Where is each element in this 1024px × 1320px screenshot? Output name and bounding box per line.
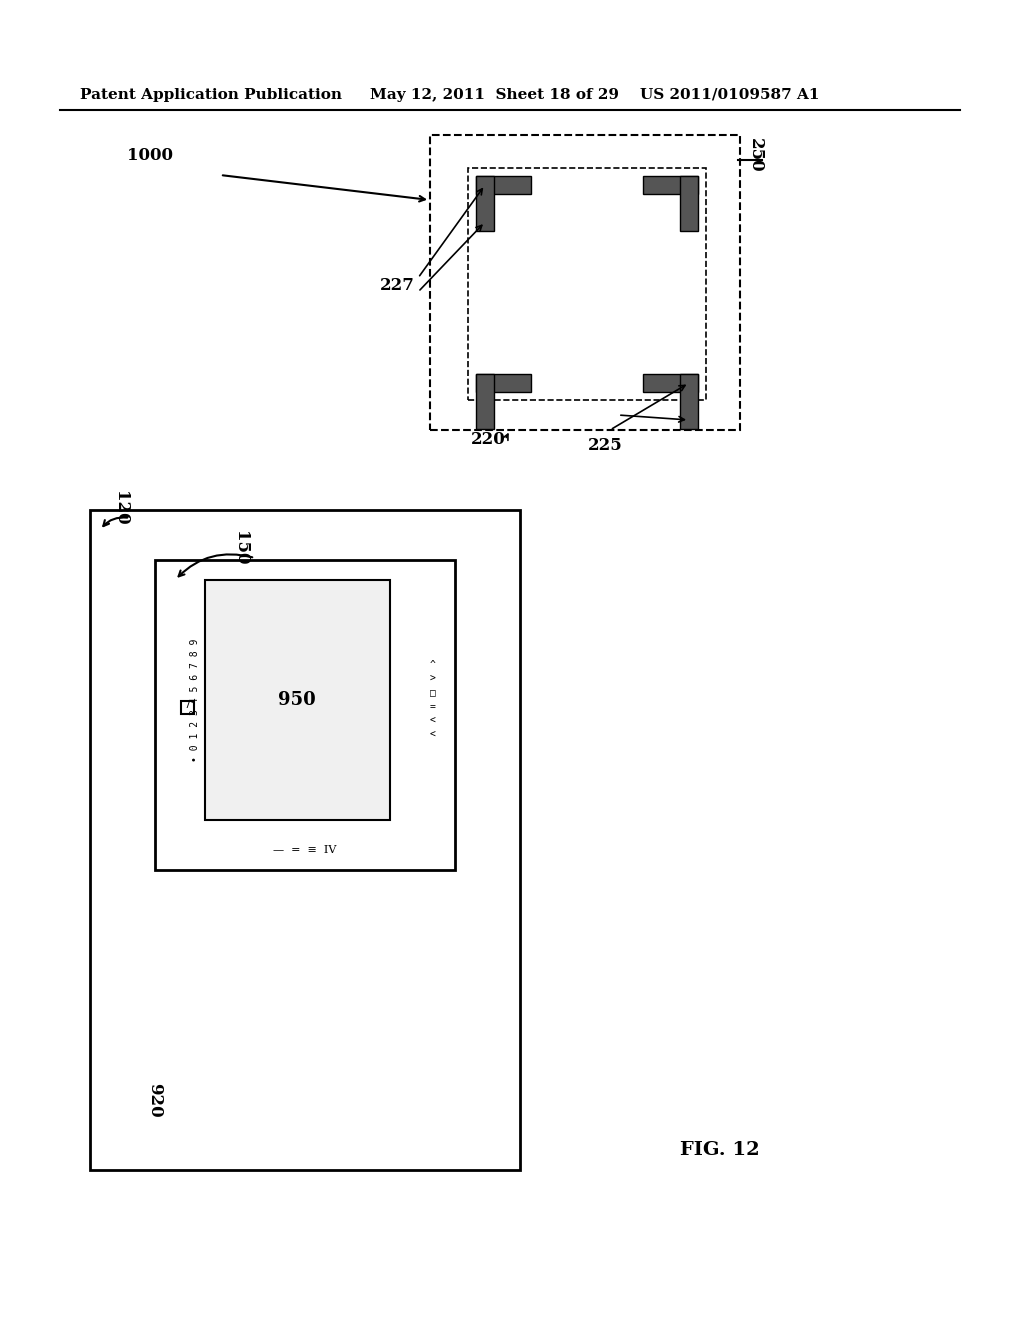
Bar: [643, 374, 698, 392]
Text: 920: 920: [146, 1082, 164, 1117]
Bar: [643, 176, 698, 194]
Bar: [476, 374, 531, 392]
Bar: [90, 510, 520, 1170]
Text: 220: 220: [471, 432, 506, 449]
Text: FIG. 12: FIG. 12: [680, 1140, 760, 1159]
Text: 1000: 1000: [127, 147, 173, 164]
Bar: [476, 176, 494, 231]
Bar: [468, 168, 706, 400]
Text: 120: 120: [112, 491, 128, 525]
Text: 950: 950: [279, 690, 315, 709]
Text: 7: 7: [184, 700, 189, 710]
Bar: [205, 579, 390, 820]
Bar: [476, 176, 531, 194]
Bar: [680, 176, 698, 231]
Bar: [680, 374, 698, 429]
Text: US 2011/0109587 A1: US 2011/0109587 A1: [640, 88, 819, 102]
Bar: [430, 135, 740, 430]
Text: 250: 250: [746, 137, 764, 173]
Text: May 12, 2011  Sheet 18 of 29: May 12, 2011 Sheet 18 of 29: [370, 88, 618, 102]
Text: —  =  ≡  IV: — = ≡ IV: [273, 845, 337, 855]
Text: 225: 225: [588, 437, 623, 454]
Bar: [155, 560, 455, 870]
Text: 227: 227: [380, 276, 415, 293]
Text: ^
>
□
=
<
<: ^ > □ = < <: [430, 660, 436, 741]
Text: Patent Application Publication: Patent Application Publication: [80, 88, 342, 102]
Bar: [476, 374, 494, 429]
Text: • 0 1 2 3 4 5 6 7 8 9: • 0 1 2 3 4 5 6 7 8 9: [190, 639, 200, 762]
Text: 150: 150: [231, 531, 249, 565]
Bar: [181, 701, 194, 714]
